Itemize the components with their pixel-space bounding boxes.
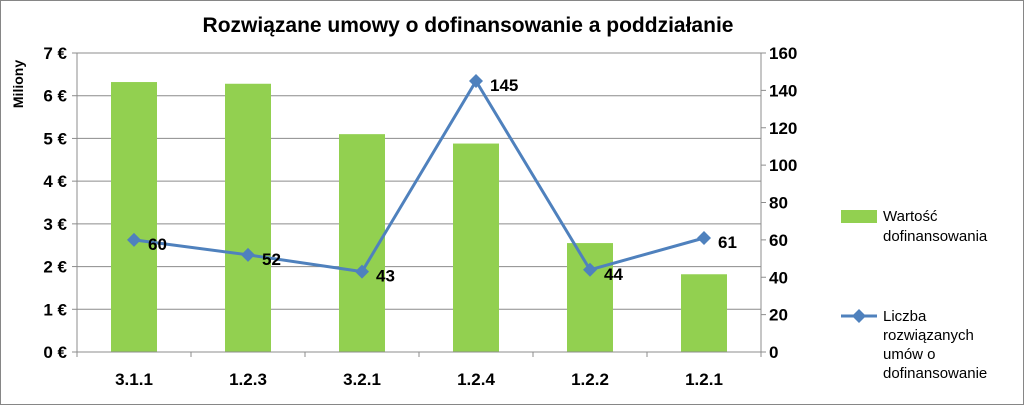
y-tick-label: 5 € [43, 129, 67, 148]
data-label: 61 [718, 233, 737, 252]
bar-series [111, 82, 727, 353]
bar [339, 134, 385, 352]
axes: 0 € 1 € 2 € 3 € 4 € 5 € 6 € 7 € 0 20 40 60 80 100 120 1… [43, 44, 797, 389]
bar [453, 143, 499, 352]
legend-line-marker [852, 309, 866, 323]
x-tick-label: 3.2.1 [343, 370, 381, 389]
line-point [127, 232, 141, 247]
x-tick-label: 1.2.2 [571, 370, 609, 389]
y-tick-label: 3 € [43, 215, 67, 234]
y2-tick-label: 100 [769, 156, 797, 175]
line-point [697, 231, 711, 246]
y2-tick-label: 80 [769, 194, 788, 213]
y2-tick-label: 60 [769, 231, 788, 250]
chart-title: Rozwiązane umowy o dofinansowanie a podd… [203, 14, 734, 37]
y2-tick-label: 140 [769, 81, 797, 100]
y-tick-label: 1 € [43, 300, 67, 319]
y2-tick-label: 20 [769, 306, 788, 325]
bar [567, 243, 613, 352]
x-tick-label: 3.1.1 [115, 370, 153, 389]
y-axis-title: Miliony [10, 60, 26, 108]
data-label: 60 [148, 235, 167, 254]
gridlines [77, 52, 761, 310]
y2-tick-label: 40 [769, 268, 788, 287]
legend-bar-label: Wartość dofinansowania [883, 208, 988, 245]
data-label: 44 [604, 265, 623, 284]
series-line [133, 79, 705, 274]
legend: Wartość dofinansowania Liczba rozwiązanych u… [841, 208, 988, 382]
line-point [355, 264, 369, 279]
x-tick-label: 1.2.1 [685, 370, 723, 389]
y2-tick-label: 0 [769, 343, 778, 362]
bar [681, 274, 727, 352]
data-label: 43 [376, 267, 395, 286]
x-tick-label: 1.2.4 [457, 370, 495, 389]
bar [111, 82, 157, 352]
line-point [583, 262, 597, 277]
line-point [469, 74, 483, 89]
y2-tick-label: 120 [769, 119, 797, 138]
legend-line-label: Liczba rozwiązanych umów o dofinansowanie [883, 308, 987, 382]
line-point [241, 247, 255, 262]
data-label: 145 [490, 76, 518, 95]
x-tick-label: 1.2.3 [229, 370, 267, 389]
legend-bar-swatch [841, 210, 877, 223]
y-tick-label: 2 € [43, 258, 67, 277]
bar [225, 83, 271, 353]
data-label: 52 [262, 250, 281, 269]
y-tick-label: 7 € [43, 44, 67, 63]
y-tick-label: 4 € [43, 172, 67, 191]
y2-tick-label: 160 [769, 44, 797, 63]
line-series: 60 52 43 145 44 61 [127, 74, 737, 286]
y-tick-label: 6 € [43, 87, 67, 106]
y-tick-label: 0 € [43, 343, 67, 362]
